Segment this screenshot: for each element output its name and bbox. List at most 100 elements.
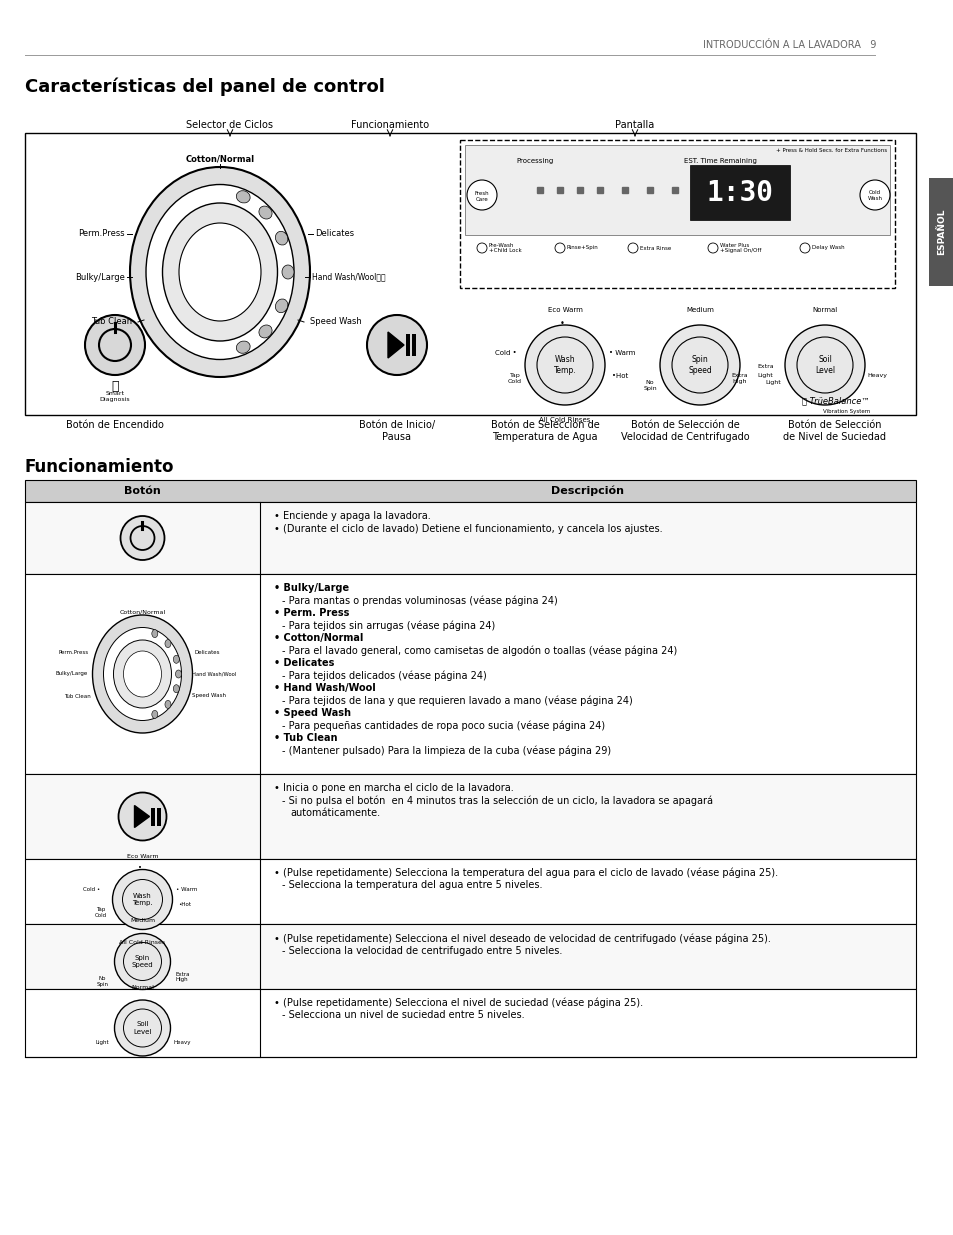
Text: Soil
Level: Soil Level: [814, 356, 834, 374]
Text: Extra
High: Extra High: [731, 373, 747, 384]
Text: • Speed Wash: • Speed Wash: [274, 708, 351, 718]
Text: • Hand Wash/Wool: • Hand Wash/Wool: [274, 683, 375, 693]
Text: Fresh
Care: Fresh Care: [475, 191, 489, 203]
Text: Light: Light: [757, 373, 772, 378]
Text: Light: Light: [95, 1040, 110, 1045]
Ellipse shape: [179, 224, 261, 321]
Text: •Hot: •Hot: [178, 902, 192, 906]
Text: Speed Wash: Speed Wash: [193, 694, 226, 699]
Polygon shape: [388, 332, 403, 358]
Text: • (Pulse repetidamente) Selecciona el nivel de suciedad (véase página 25).: • (Pulse repetidamente) Selecciona el ni…: [274, 998, 642, 1009]
Bar: [412, 333, 416, 356]
Text: Descripción: Descripción: [551, 485, 624, 496]
Text: - Selecciona un nivel de suciedad entre 5 niveles.: - Selecciona un nivel de suciedad entre …: [282, 1010, 524, 1020]
Text: Spin
Speed: Spin Speed: [687, 356, 711, 374]
Text: All Cold Rinses: All Cold Rinses: [538, 417, 590, 424]
Text: - Para mantas o prendas voluminosas (véase página 24): - Para mantas o prendas voluminosas (véa…: [282, 595, 558, 606]
Ellipse shape: [92, 615, 193, 734]
Text: Delay Wash: Delay Wash: [811, 246, 843, 251]
Ellipse shape: [113, 640, 172, 708]
Text: No
Spin: No Spin: [642, 380, 656, 390]
Text: Cotton/Normal: Cotton/Normal: [119, 609, 166, 614]
Text: •: •: [559, 319, 564, 327]
Text: Pantalla: Pantalla: [615, 120, 654, 130]
Circle shape: [659, 325, 740, 405]
Text: Perm.Press: Perm.Press: [78, 230, 125, 238]
Text: Botón de Encendido: Botón de Encendido: [66, 420, 164, 430]
Text: Botón de Selección de
Temperatura de Agua: Botón de Selección de Temperatura de Agu…: [490, 420, 598, 442]
Text: Tub Clean: Tub Clean: [64, 694, 91, 699]
Text: Cold •: Cold •: [495, 350, 517, 356]
Text: INTRODUCCIÓN A LA LAVADORA   9: INTRODUCCIÓN A LA LAVADORA 9: [702, 40, 875, 49]
Text: 1:30: 1:30: [706, 179, 773, 207]
Text: Delicates: Delicates: [314, 230, 354, 238]
Text: Perm.Press: Perm.Press: [58, 650, 89, 655]
Circle shape: [524, 325, 604, 405]
Circle shape: [114, 934, 171, 989]
Ellipse shape: [282, 266, 294, 279]
Text: Spin
Speed: Spin Speed: [132, 955, 153, 968]
Text: - Selecciona la velocidad de centrifugado entre 5 niveles.: - Selecciona la velocidad de centrifugad…: [282, 946, 561, 956]
Text: Light: Light: [764, 380, 781, 385]
Text: - Selecciona la temperatura del agua entre 5 niveles.: - Selecciona la temperatura del agua ent…: [282, 881, 542, 890]
Bar: [25, 480, 915, 501]
Ellipse shape: [152, 710, 157, 719]
Text: Ⓣ TrüeBalance™: Ⓣ TrüeBalance™: [801, 396, 869, 405]
Bar: [464, 144, 889, 235]
Bar: [25, 574, 915, 774]
Text: - (Mantener pulsado) Para la limpieza de la cuba (véase página 29): - (Mantener pulsado) Para la limpieza de…: [282, 746, 611, 756]
Text: Vibration System: Vibration System: [821, 409, 869, 414]
Ellipse shape: [123, 651, 161, 697]
Text: Medium: Medium: [130, 919, 155, 924]
Text: Cold •: Cold •: [83, 887, 100, 892]
Text: Medium: Medium: [685, 308, 713, 312]
Text: Botón: Botón: [124, 487, 161, 496]
Bar: [928, 178, 953, 287]
Text: Bulky/Large: Bulky/Large: [55, 672, 88, 677]
Text: Pre-Wash
+Child Lock: Pre-Wash +Child Lock: [489, 242, 521, 253]
Text: Eco Warm: Eco Warm: [127, 855, 158, 860]
Bar: [689, 165, 789, 220]
Text: Extra: Extra: [757, 364, 773, 369]
Text: Normal: Normal: [812, 308, 837, 312]
Text: •Hot: •Hot: [612, 373, 628, 379]
Ellipse shape: [152, 630, 157, 637]
Ellipse shape: [236, 341, 250, 353]
Text: Wash
Temp.: Wash Temp.: [553, 356, 576, 374]
Ellipse shape: [146, 184, 294, 359]
Text: All Cold Rinses: All Cold Rinses: [119, 940, 166, 945]
Ellipse shape: [173, 656, 179, 663]
Ellipse shape: [258, 206, 272, 219]
Text: • (Durante el ciclo de lavado) Detiene el funcionamiento, y cancela los ajustes.: • (Durante el ciclo de lavado) Detiene e…: [274, 524, 662, 534]
Text: Heavy: Heavy: [866, 373, 886, 378]
Text: Rinse+Spin: Rinse+Spin: [566, 246, 598, 251]
Ellipse shape: [165, 700, 171, 709]
FancyBboxPatch shape: [459, 140, 894, 288]
Bar: [406, 333, 410, 356]
Text: Hand Wash/WoolⓆⓆ: Hand Wash/WoolⓆⓆ: [312, 273, 385, 282]
Text: Smart
Diagnosis: Smart Diagnosis: [99, 391, 131, 401]
Circle shape: [367, 315, 427, 375]
Circle shape: [120, 516, 164, 559]
Bar: [25, 501, 915, 574]
Text: - Si no pulsa el botón  en 4 minutos tras la selección de un ciclo, la lavadora : - Si no pulsa el botón en 4 minutos tras…: [282, 795, 712, 806]
Text: Características del panel de control: Características del panel de control: [25, 78, 384, 96]
Text: Funcionamiento: Funcionamiento: [25, 458, 174, 475]
Ellipse shape: [162, 203, 277, 341]
Text: Botón de Selección de
Velocidad de Centrifugado: Botón de Selección de Velocidad de Centr…: [620, 420, 748, 442]
Text: Cotton/Normal: Cotton/Normal: [185, 156, 254, 164]
Text: • Delicates: • Delicates: [274, 658, 334, 668]
Text: • Enciende y apaga la lavadora.: • Enciende y apaga la lavadora.: [274, 511, 431, 521]
Circle shape: [114, 1000, 171, 1056]
Text: Bulky/Large: Bulky/Large: [75, 273, 125, 282]
Text: - Para tejidos sin arrugas (véase página 24): - Para tejidos sin arrugas (véase página…: [282, 620, 495, 631]
Text: Wash
Temp.: Wash Temp.: [132, 893, 152, 906]
Circle shape: [118, 793, 167, 841]
Text: Speed Wash: Speed Wash: [310, 317, 361, 326]
Bar: [157, 808, 161, 825]
Text: Hand Wash/Wool: Hand Wash/Wool: [193, 672, 236, 677]
Text: Selector de Ciclos: Selector de Ciclos: [186, 120, 274, 130]
Circle shape: [112, 869, 172, 930]
Ellipse shape: [173, 684, 179, 693]
Text: Water Plus
+Signal On/Off: Water Plus +Signal On/Off: [720, 242, 760, 253]
